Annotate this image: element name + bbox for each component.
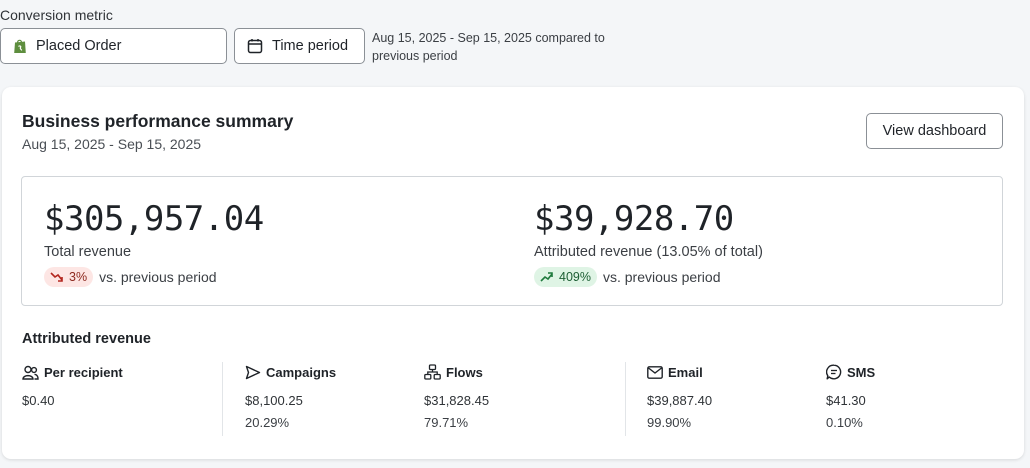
metric-percent: 79.71%	[424, 415, 469, 430]
metric-percent: 99.90%	[647, 415, 692, 430]
view-dashboard-button[interactable]: View dashboard	[866, 113, 1003, 149]
metric-label: SMS	[847, 364, 876, 380]
flow-icon	[424, 364, 441, 380]
time-period-button[interactable]: Time period	[234, 28, 365, 64]
metric-value: $41.30	[826, 393, 866, 408]
conversion-metric-label: Conversion metric	[0, 7, 113, 23]
metric-percent: 0.10%	[826, 415, 863, 430]
increase-percent: 409%	[559, 270, 591, 284]
total-revenue-change: 3% vs. previous period	[44, 267, 264, 287]
increase-badge: 409%	[534, 267, 597, 287]
conversion-metric-select[interactable]: Placed Order	[0, 28, 227, 64]
trend-down-icon	[50, 271, 64, 283]
attributed-revenue-heading: Attributed revenue	[22, 331, 151, 347]
card-title: Business performance summary	[22, 111, 294, 131]
metric-value: $8,100.25	[245, 393, 303, 408]
attributed-revenue-change: 409% vs. previous period	[534, 267, 763, 287]
total-revenue-label: Total revenue	[44, 244, 132, 260]
total-revenue-block: $305,957.04 Total revenue 3% vs. previou…	[44, 199, 264, 287]
metric-sms: SMS $41.30 0.10%	[826, 362, 875, 430]
shopify-bag-icon	[13, 38, 27, 54]
total-revenue-value: $305,957.04	[44, 199, 264, 239]
metric-label: Per recipient	[44, 364, 123, 380]
people-icon	[22, 365, 39, 380]
metric-per-recipient: Per recipient $0.40	[22, 362, 123, 415]
metric-label: Email	[668, 364, 703, 380]
attributed-revenue-block: $39,928.70 Attributed revenue (13.05% of…	[534, 199, 763, 287]
metrics-divider	[625, 362, 626, 436]
chat-icon	[826, 364, 842, 380]
attributed-revenue-value: $39,928.70	[534, 199, 734, 239]
metric-label: Flows	[446, 364, 483, 380]
metrics-divider	[222, 362, 223, 436]
metric-email: Email $39,887.40 99.90%	[647, 362, 713, 431]
conversion-metric-value: Placed Order	[36, 38, 122, 54]
envelope-icon	[647, 365, 663, 379]
trend-up-icon	[540, 271, 554, 283]
send-icon	[245, 365, 261, 380]
revenue-totals-box: $305,957.04 Total revenue 3% vs. previou…	[21, 176, 1003, 306]
metric-percent: 20.29%	[245, 415, 290, 430]
attributed-metrics-row: Per recipient $0.40 Campaigns $8,100.25 …	[2, 362, 1024, 442]
metric-value: $39,887.40	[647, 393, 713, 408]
decrease-percent: 3%	[69, 270, 88, 284]
filter-bar: Conversion metric Placed Order Time peri…	[0, 0, 1030, 80]
business-performance-card: Business performance summary Aug 15, 202…	[2, 87, 1024, 459]
decrease-badge: 3%	[44, 267, 94, 287]
change-suffix: vs. previous period	[99, 269, 217, 285]
metric-flows: Flows $31,828.45 79.71%	[424, 362, 489, 430]
attributed-revenue-label: Attributed revenue (13.05% of total)	[534, 244, 763, 260]
time-period-label: Time period	[272, 38, 349, 54]
change-suffix: vs. previous period	[602, 269, 721, 285]
metric-campaigns: Campaigns $8,100.25 20.29%	[245, 362, 337, 431]
card-date-range: Aug 15, 2025 - Sep 15, 2025	[22, 136, 202, 152]
metric-label: Campaigns	[266, 364, 337, 380]
metric-value: $0.40	[22, 393, 55, 408]
metric-value: $31,828.45	[424, 393, 490, 408]
calendar-icon	[247, 38, 263, 54]
comparison-period-note: Aug 15, 2025 - Sep 15, 2025 compared to …	[372, 31, 605, 63]
